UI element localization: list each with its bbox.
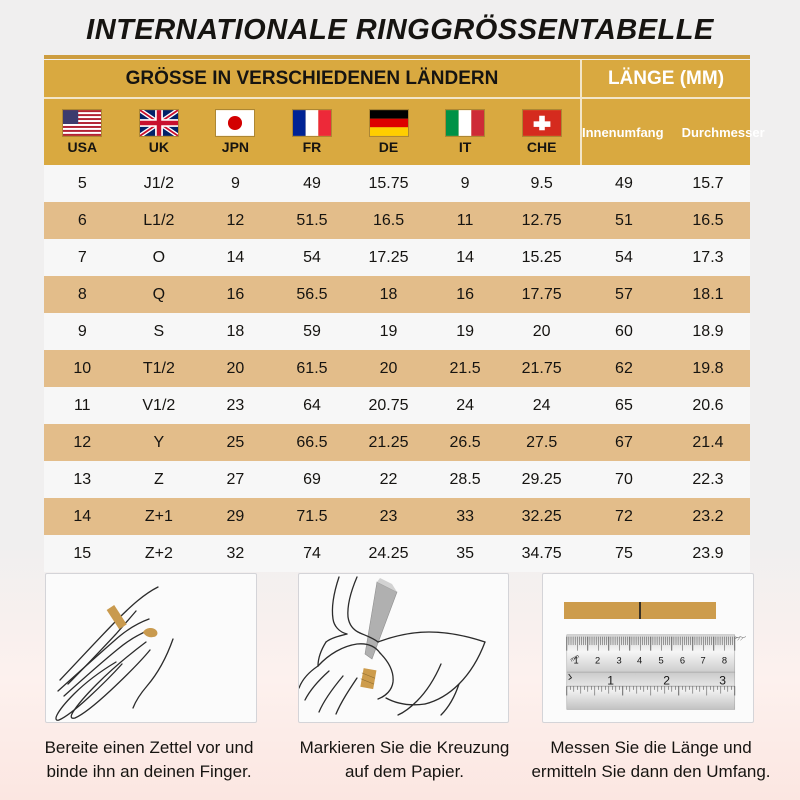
svg-text:8: 8: [722, 656, 727, 666]
svg-text:3: 3: [719, 673, 726, 687]
svg-text:3: 3: [616, 656, 621, 666]
svg-text:2: 2: [663, 673, 670, 687]
svg-text:7: 7: [700, 656, 705, 666]
svg-text:1: 1: [607, 673, 614, 687]
svg-text:4: 4: [637, 656, 642, 666]
svg-text:6: 6: [680, 656, 685, 666]
svg-text:5: 5: [658, 656, 663, 666]
svg-text:2: 2: [595, 656, 600, 666]
